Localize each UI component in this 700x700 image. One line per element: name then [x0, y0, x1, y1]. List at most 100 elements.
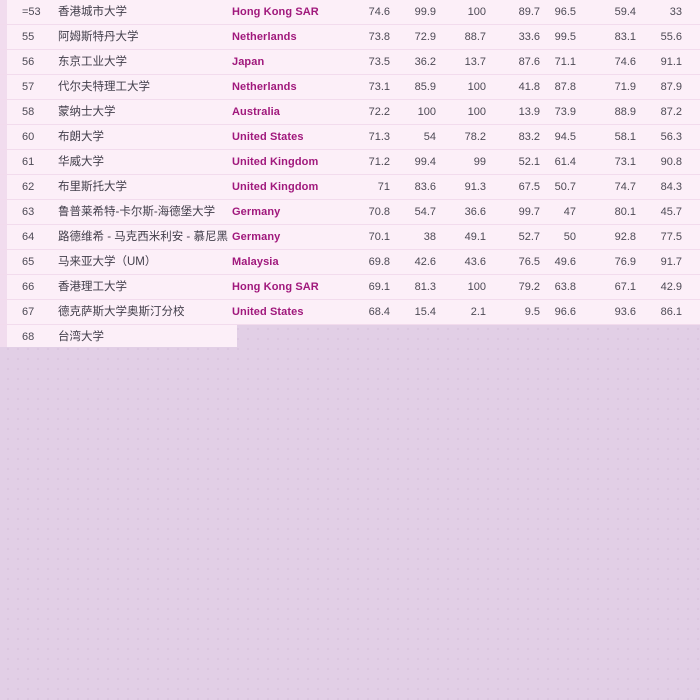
score-cell-2: 91.3 — [464, 181, 486, 193]
score-cell-3: 83.2 — [518, 131, 540, 143]
country-cell: Germany — [232, 206, 281, 218]
score-cell-6: 86.1 — [660, 306, 682, 318]
university-name-cell[interactable]: 路德维希 - 马克西米利安 - 慕尼黑大学 — [58, 231, 228, 243]
university-name-cell[interactable]: 台湾大学 — [58, 331, 104, 343]
table-row[interactable]: 64 路德维希 - 马克西米利安 - 慕尼黑大学 Germany 70.1 38 49.1… — [0, 225, 700, 250]
score-cell-5: 83.1 — [614, 31, 636, 43]
score-cell-3: 52.7 — [518, 231, 540, 243]
score-cell-3: 79.2 — [518, 281, 540, 293]
table-row[interactable]: 57 代尔夫特理工大学 Netherlands 73.1 85.9 100 41.8 87.8… — [0, 75, 700, 100]
score-cell-3: 87.6 — [518, 56, 540, 68]
country-cell: United Kingdom — [232, 181, 319, 193]
university-name-cell[interactable]: 蒙纳士大学 — [58, 106, 116, 118]
university-name-cell[interactable]: 阿姆斯特丹大学 — [58, 31, 139, 43]
rank-cell: =53 — [22, 6, 41, 18]
score-cell-0: 71 — [377, 181, 390, 193]
score-cell-2: 13.7 — [464, 56, 486, 68]
score-cell-0: 70.8 — [368, 206, 390, 218]
score-cell-5: 58.1 — [614, 131, 636, 143]
score-cell-1: 99.4 — [414, 156, 436, 168]
score-cell-6: 56.3 — [660, 131, 682, 143]
rank-cell: 58 — [22, 106, 35, 118]
score-cell-2: 100 — [467, 81, 486, 93]
score-cell-4: 47 — [563, 206, 576, 218]
score-cell-0: 73.1 — [368, 81, 390, 93]
score-cell-0: 72.2 — [368, 106, 390, 118]
country-cell: United States — [232, 306, 304, 318]
score-cell-5: 80.1 — [614, 206, 636, 218]
score-cell-5: 73.1 — [614, 156, 636, 168]
rank-cell: 57 — [22, 81, 35, 93]
score-cell-4: 73.9 — [554, 106, 576, 118]
score-cell-1: 81.3 — [414, 281, 436, 293]
table-row[interactable]: 66 香港理工大学 Hong Kong SAR 69.1 81.3 100 79.2 63.8… — [0, 275, 700, 300]
university-name-cell[interactable]: 布朗大学 — [58, 131, 104, 143]
university-name-cell[interactable]: 东京工业大学 — [58, 56, 127, 68]
table-row[interactable]: 61 华威大学 United Kingdom 71.2 99.4 99 52.1 61.4 73… — [0, 150, 700, 175]
score-cell-4: 50 — [563, 231, 576, 243]
score-cell-4: 49.6 — [554, 256, 576, 268]
rank-cell: 65 — [22, 256, 35, 268]
score-cell-5: 92.8 — [614, 231, 636, 243]
score-cell-0: 71.2 — [368, 156, 390, 168]
table-row[interactable]: 62 布里斯托大学 United Kingdom 71 83.6 91.3 67.5 50.7… — [0, 175, 700, 200]
score-cell-0: 71.3 — [368, 131, 390, 143]
score-cell-3: 52.1 — [518, 156, 540, 168]
table-row[interactable]: =53 香港城市大学 Hong Kong SAR 74.6 99.9 100 89.7 96.… — [0, 0, 700, 25]
rank-cell: 56 — [22, 56, 35, 68]
university-name-cell[interactable]: 香港城市大学 — [58, 6, 127, 18]
score-cell-4: 96.6 — [554, 306, 576, 318]
score-cell-5: 88.9 — [614, 106, 636, 118]
score-cell-6: 42.9 — [660, 281, 682, 293]
score-cell-3: 76.5 — [518, 256, 540, 268]
score-cell-1: 83.6 — [414, 181, 436, 193]
score-cell-6: 90.8 — [660, 156, 682, 168]
country-cell: United States — [232, 131, 304, 143]
rank-cell: 68 — [22, 331, 35, 343]
university-name-cell[interactable]: 华威大学 — [58, 156, 104, 168]
university-name-cell[interactable]: 布里斯托大学 — [58, 181, 127, 193]
score-cell-4: 94.5 — [554, 131, 576, 143]
score-cell-2: 100 — [467, 281, 486, 293]
score-cell-2: 100 — [467, 106, 486, 118]
table-row[interactable]: 65 马来亚大学（UM） Malaysia 69.8 42.6 43.6 76.5 49.6 7… — [0, 250, 700, 275]
score-cell-5: 74.7 — [614, 181, 636, 193]
table-row[interactable]: 63 鲁普莱希特-卡尔斯-海德堡大学 Germany 70.8 54.7 36.6 99.7… — [0, 200, 700, 225]
table-row[interactable]: 68 台湾大学 — [0, 325, 237, 347]
rank-cell: 62 — [22, 181, 35, 193]
table-row[interactable]: 58 蒙纳士大学 Australia 72.2 100 100 13.9 73.9 88.9 87… — [0, 100, 700, 125]
score-cell-3: 9.5 — [524, 306, 540, 318]
score-cell-0: 73.5 — [368, 56, 390, 68]
table-row[interactable]: 55 阿姆斯特丹大学 Netherlands 73.8 72.9 88.7 33.6 99.5… — [0, 25, 700, 50]
score-cell-6: 77.5 — [660, 231, 682, 243]
score-cell-5: 67.1 — [614, 281, 636, 293]
score-cell-3: 41.8 — [518, 81, 540, 93]
rank-cell: 60 — [22, 131, 35, 143]
university-name-cell[interactable]: 代尔夫特理工大学 — [58, 81, 150, 93]
score-cell-3: 13.9 — [518, 106, 540, 118]
score-cell-4: 63.8 — [554, 281, 576, 293]
table-row[interactable]: 67 德克萨斯大学奥斯汀分校 United States 68.4 15.4 2.1 9.5… — [0, 300, 700, 325]
university-name-cell[interactable]: 鲁普莱希特-卡尔斯-海德堡大学 — [58, 206, 216, 218]
table-row[interactable]: 60 布朗大学 United States 71.3 54 78.2 83.2 94.5 58.… — [0, 125, 700, 150]
score-cell-6: 84.3 — [660, 181, 682, 193]
university-name-cell[interactable]: 德克萨斯大学奥斯汀分校 — [58, 306, 185, 318]
country-cell: Hong Kong SAR — [232, 6, 319, 18]
score-cell-6: 45.7 — [660, 206, 682, 218]
table-row[interactable]: 56 东京工业大学 Japan 73.5 36.2 13.7 87.6 71.1 74.6 91.… — [0, 50, 700, 75]
score-cell-1: 38 — [423, 231, 436, 243]
rank-cell: 61 — [22, 156, 35, 168]
country-cell: Netherlands — [232, 81, 297, 93]
university-name-cell[interactable]: 马来亚大学（UM） — [58, 256, 157, 268]
university-name-cell[interactable]: 香港理工大学 — [58, 281, 127, 293]
score-cell-0: 69.8 — [368, 256, 390, 268]
score-cell-2: 36.6 — [464, 206, 486, 218]
score-cell-4: 71.1 — [554, 56, 576, 68]
score-cell-0: 69.1 — [368, 281, 390, 293]
score-cell-5: 74.6 — [614, 56, 636, 68]
score-cell-0: 73.8 — [368, 31, 390, 43]
score-cell-2: 88.7 — [464, 31, 486, 43]
score-cell-4: 87.8 — [554, 81, 576, 93]
country-cell: Australia — [232, 106, 280, 118]
score-cell-6: 91.7 — [660, 256, 682, 268]
